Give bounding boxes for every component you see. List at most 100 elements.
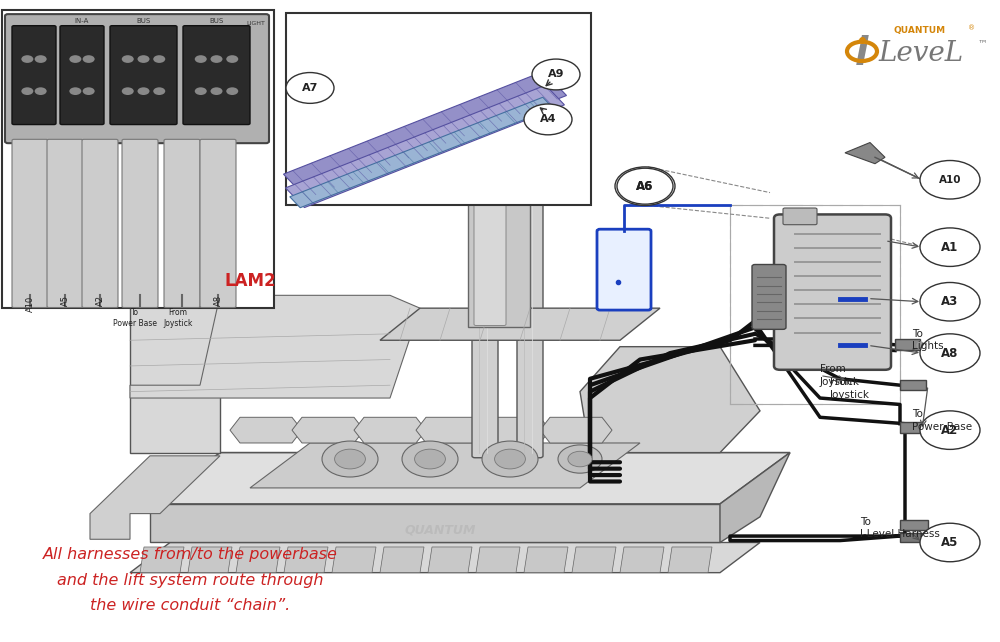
Circle shape [495,449,525,469]
Polygon shape [150,504,720,542]
Polygon shape [540,417,612,443]
Text: A1: A1 [941,241,959,254]
Polygon shape [188,547,232,573]
FancyBboxPatch shape [472,94,498,458]
Circle shape [138,55,150,63]
Circle shape [195,55,207,63]
Polygon shape [284,547,328,573]
Circle shape [69,55,81,63]
Circle shape [920,228,980,266]
Polygon shape [900,422,928,433]
Circle shape [920,523,980,562]
Polygon shape [90,456,220,539]
Text: A8: A8 [941,347,959,360]
Circle shape [153,55,165,63]
Text: From
Joystick: From Joystick [820,365,860,386]
Circle shape [35,87,47,95]
Circle shape [920,411,980,449]
Polygon shape [380,547,424,573]
Text: QUANTUM: QUANTUM [404,523,476,536]
FancyBboxPatch shape [110,26,177,125]
Text: To
Lights: To Lights [912,329,944,351]
Text: A4: A4 [540,114,556,125]
Polygon shape [580,347,760,453]
Text: A8: A8 [214,295,222,306]
Polygon shape [150,453,790,504]
FancyBboxPatch shape [12,26,56,125]
Polygon shape [900,533,928,542]
Circle shape [558,445,602,473]
Polygon shape [236,547,280,573]
Text: BUS: BUS [136,18,151,24]
Circle shape [210,55,222,63]
Polygon shape [845,143,885,164]
Text: IN-A: IN-A [75,18,89,24]
Circle shape [920,160,980,199]
Polygon shape [428,547,472,573]
FancyBboxPatch shape [774,214,891,370]
FancyBboxPatch shape [82,139,118,308]
Circle shape [69,87,81,95]
Circle shape [83,87,95,95]
Polygon shape [478,417,550,443]
FancyBboxPatch shape [752,265,786,329]
FancyBboxPatch shape [183,26,250,125]
Text: and the lift system route through: and the lift system route through [57,573,323,587]
FancyBboxPatch shape [783,208,817,225]
Polygon shape [895,339,920,350]
Circle shape [920,282,980,321]
Circle shape [122,87,134,95]
Text: A9: A9 [548,69,564,80]
Text: LeveL: LeveL [878,40,963,67]
Circle shape [83,55,95,63]
Circle shape [210,87,222,95]
Text: i: i [855,35,868,73]
FancyBboxPatch shape [60,26,104,125]
Polygon shape [900,520,928,530]
Circle shape [532,59,580,90]
Text: A6: A6 [636,180,654,193]
Polygon shape [720,453,790,542]
Polygon shape [572,547,616,573]
Polygon shape [332,547,376,573]
Text: ™: ™ [978,39,988,49]
Polygon shape [286,85,564,207]
Polygon shape [468,180,530,327]
Polygon shape [130,295,220,453]
FancyBboxPatch shape [200,139,236,308]
Text: A2: A2 [941,424,959,437]
Text: From
Joystick: From Joystick [830,377,870,399]
FancyBboxPatch shape [517,94,543,458]
Circle shape [122,55,134,63]
Text: A3: A3 [941,295,959,308]
Polygon shape [130,295,420,398]
Text: ®: ® [968,26,975,31]
Circle shape [615,167,675,205]
Text: QUANTUM: QUANTUM [893,26,945,35]
Circle shape [415,449,445,469]
Text: LAM2: LAM2 [224,272,276,290]
Text: the wire conduit “chain”.: the wire conduit “chain”. [90,598,290,613]
Polygon shape [290,97,553,208]
Polygon shape [476,547,520,573]
Text: A5: A5 [60,295,70,306]
Circle shape [138,87,150,95]
Text: A6: A6 [636,180,654,193]
Text: All harnesses from/to the powerbase: All harnesses from/to the powerbase [43,547,337,562]
Text: To
Power Base: To Power Base [113,308,157,327]
Circle shape [402,441,458,477]
Circle shape [617,168,673,204]
Circle shape [920,334,980,372]
Text: To
Power Base: To Power Base [912,410,972,431]
Circle shape [35,55,47,63]
FancyBboxPatch shape [164,139,200,308]
Text: LIGHT: LIGHT [247,21,265,26]
Circle shape [568,451,592,467]
Text: A10: A10 [26,295,34,311]
Polygon shape [354,417,426,443]
Circle shape [335,449,365,469]
Text: A5: A5 [941,536,959,549]
Text: A2: A2 [96,295,104,306]
FancyBboxPatch shape [286,13,591,205]
Polygon shape [230,417,302,443]
